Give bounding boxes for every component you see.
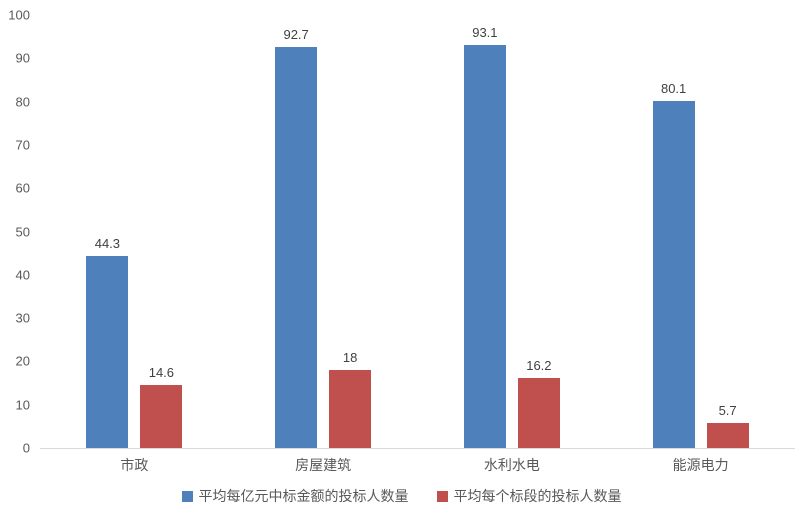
blue-bar — [463, 44, 506, 448]
bar-value-label: 14.6 — [148, 364, 175, 380]
legend: 平均每亿元中标金额的投标人数量 平均每个标段的投标人数量 — [0, 486, 803, 506]
bar-value-label: 93.1 — [472, 24, 498, 40]
y-axis-tick-label: 70 — [15, 137, 30, 153]
bar-group: 44.3 14.6 — [40, 15, 229, 448]
y-axis-tick-label: 60 — [15, 180, 30, 196]
bar-value-label: 5.7 — [718, 403, 737, 419]
y-axis-tick-label: 10 — [15, 397, 30, 413]
bar-with-label: 80.1 — [652, 15, 695, 448]
bar-group: 92.7 18 — [229, 15, 418, 448]
red-series-swatch-icon — [436, 490, 448, 502]
blue-bar — [86, 256, 129, 448]
bar-with-label: 44.3 — [86, 15, 129, 448]
blue-bar — [652, 101, 695, 448]
bar-group: 93.1 16.2 — [418, 15, 607, 448]
red-bar — [329, 370, 372, 448]
blue-bar — [275, 46, 318, 448]
bar-value-label: 44.3 — [94, 236, 121, 252]
y-axis-tick-label: 40 — [15, 267, 30, 283]
y-axis-tick-label: 50 — [15, 224, 30, 239]
bar-value-label: 18 — [342, 350, 358, 366]
legend-item-blue-series: 平均每亿元中标金额的投标人数量 — [181, 486, 409, 506]
bar-value-label: 80.1 — [660, 81, 687, 97]
legend-item-red-series: 平均每个标段的投标人数量 — [436, 486, 622, 506]
bar-with-label: 14.6 — [140, 15, 183, 448]
y-axis-tick-label: 90 — [15, 50, 30, 66]
bar-with-label: 5.7 — [706, 15, 749, 448]
red-bar — [706, 423, 749, 448]
y-axis-tick-label: 80 — [15, 94, 30, 110]
bar-with-label: 92.7 — [275, 15, 318, 448]
bar-value-label: 16.2 — [526, 357, 552, 373]
x-axis-category-label: 房屋建筑 — [295, 457, 352, 473]
bar-with-label: 16.2 — [517, 15, 560, 448]
legend-label: 平均每亿元中标金额的投标人数量 — [198, 488, 409, 504]
plot-area: 44.3 14.6 92.7 18 93.1 16.2 80.1 5.7 — [40, 15, 795, 448]
bar-with-label: 93.1 — [463, 15, 506, 448]
x-axis-labels: 市政 房屋建筑 水利水电 能源电力 — [40, 455, 795, 475]
x-axis-category-label: 市政 — [120, 457, 149, 473]
y-axis-tick-label: 0 — [22, 440, 30, 456]
legend-label: 平均每个标段的投标人数量 — [453, 488, 622, 504]
red-bar — [140, 384, 183, 448]
blue-series-swatch-icon — [181, 490, 193, 502]
bar-with-label: 18 — [329, 15, 372, 448]
x-axis-category-label: 能源电力 — [672, 457, 729, 473]
y-axis-tick-label: 100 — [8, 7, 30, 23]
red-bar — [517, 377, 560, 448]
x-axis-line — [40, 448, 795, 449]
y-axis-tick-label: 20 — [15, 353, 30, 369]
y-axis-tick-label: 30 — [15, 310, 30, 326]
y-axis: 0 10 20 30 40 50 60 70 80 90 100 — [0, 9, 32, 455]
bar-value-label: 92.7 — [283, 26, 309, 42]
x-axis-category-label: 水利水电 — [483, 457, 540, 473]
bar-group: 80.1 5.7 — [606, 15, 795, 448]
